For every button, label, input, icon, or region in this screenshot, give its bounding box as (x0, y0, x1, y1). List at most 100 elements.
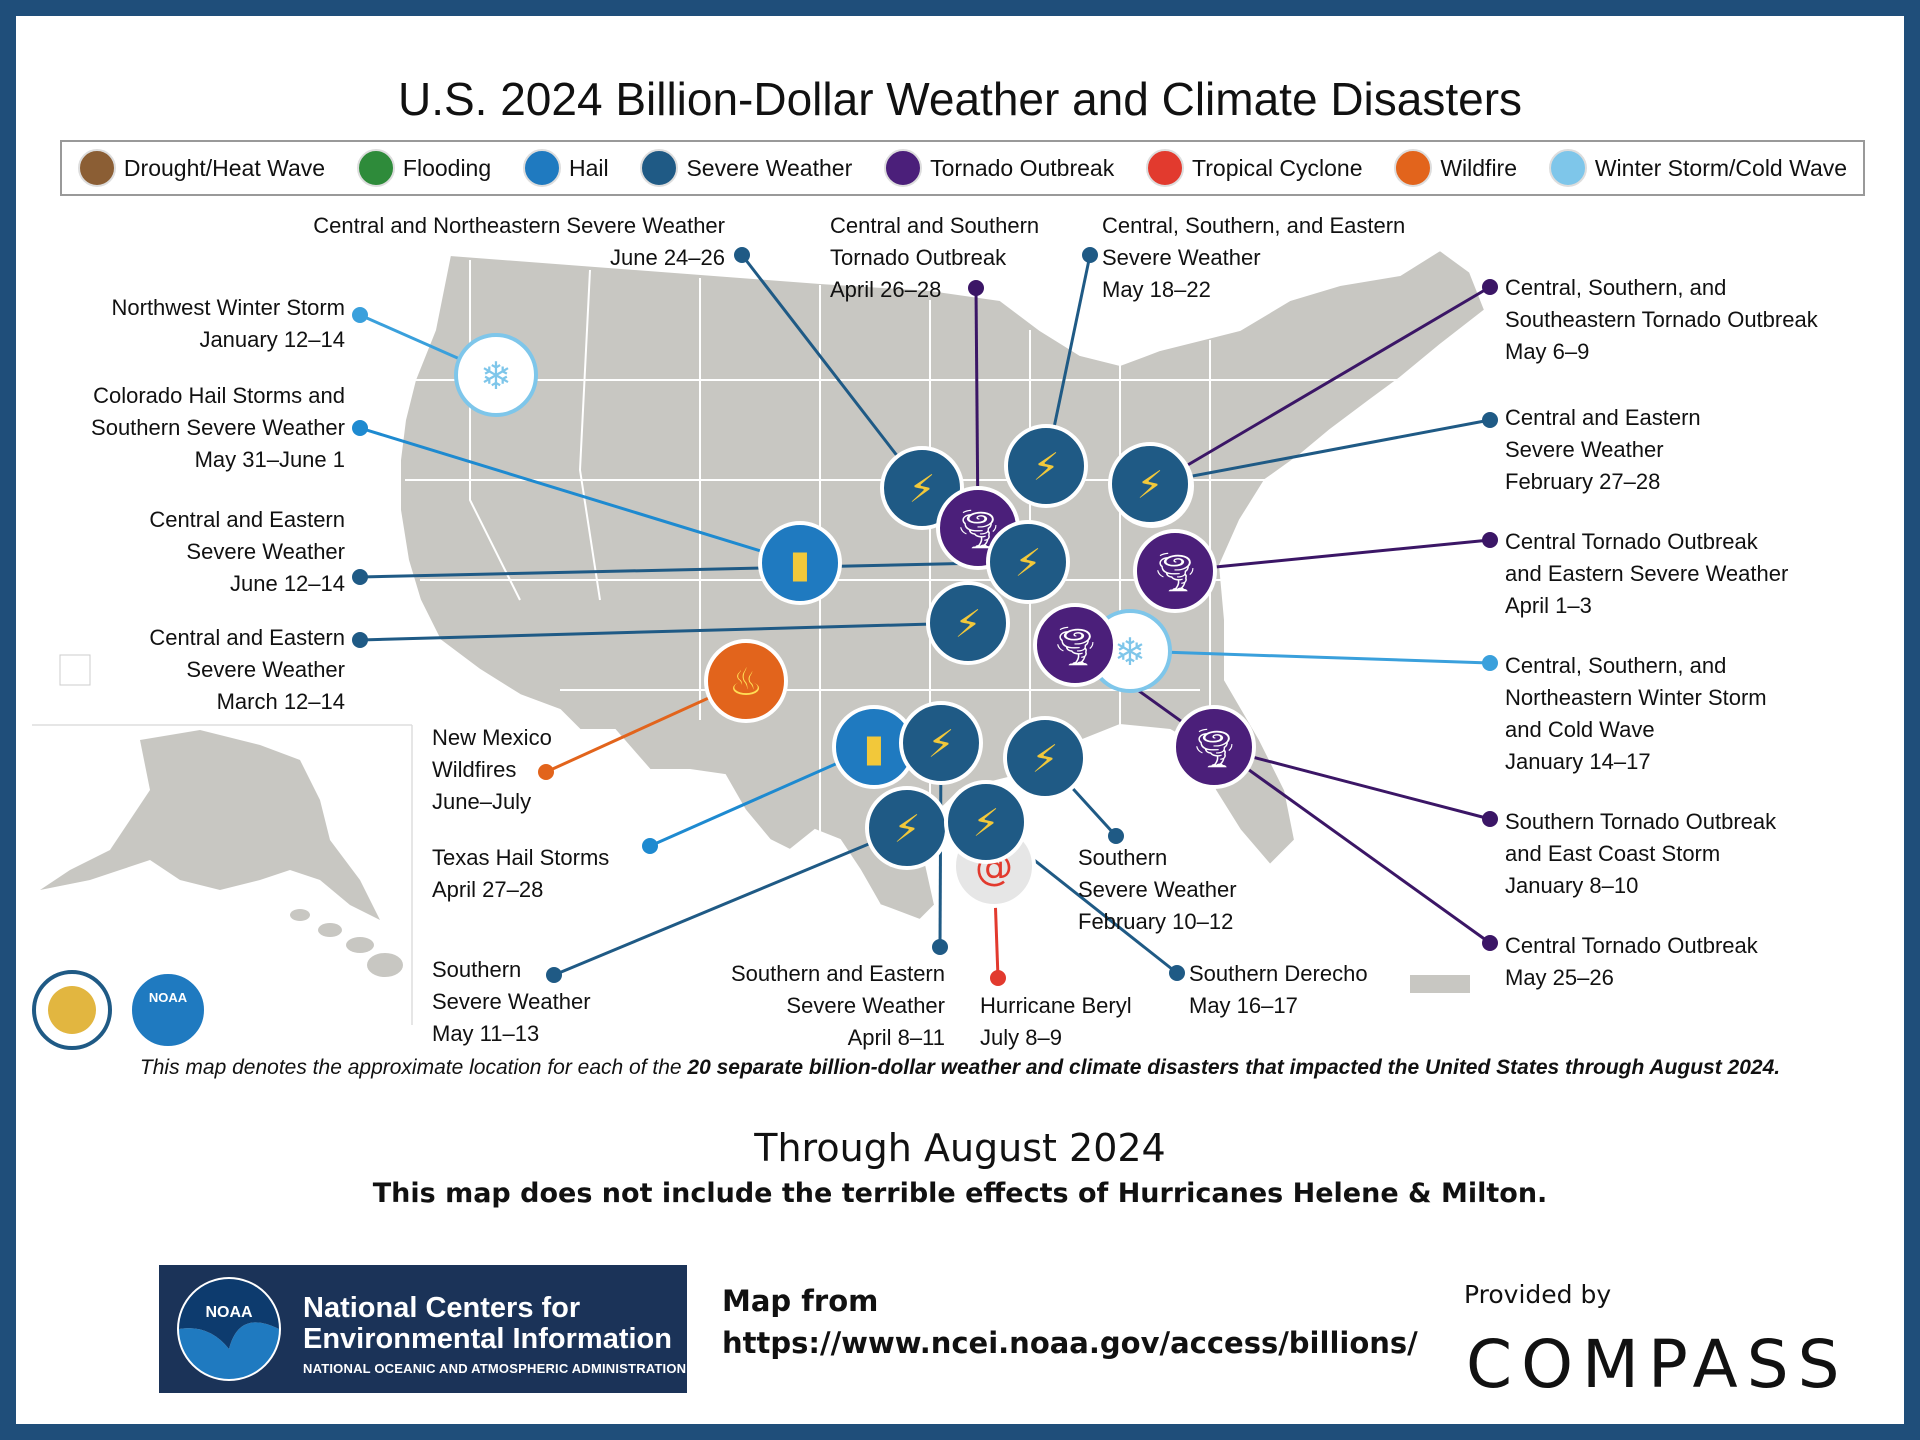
event-icon-glyph: 🌪 (1190, 726, 1238, 770)
map-source-link[interactable]: https://www.ncei.noaa.gov/access/billion… (722, 1326, 1418, 1360)
footnote-prefix: This map denotes the approximate locatio… (139, 1056, 688, 1079)
event-label-line: Southern and Eastern (730, 961, 945, 986)
leader-dot (352, 632, 368, 648)
event-label-line: Central, Southern, and (1505, 275, 1727, 300)
legend-label: Flooding (402, 154, 492, 181)
map-from-label: Map from (722, 1284, 879, 1318)
event-label: Southern Severe Weather February 10–12 (1078, 842, 1237, 938)
severe-weather-icon: ⚡ (1004, 424, 1088, 508)
event-label-line: Central, Southern, and Eastern (1102, 213, 1406, 238)
winter-storm-icon (1548, 149, 1587, 187)
leader-line (1129, 649, 1491, 665)
footnote: This map denotes the approximate locatio… (0, 1056, 1920, 1080)
event-label: Hurricane Beryl July 8–9 (980, 990, 1132, 1054)
event-label-line: January 14–17 (1505, 749, 1651, 774)
leader-dot (352, 420, 368, 436)
hawaii-inset (290, 909, 403, 977)
tornado-icon: 🌪 (1133, 529, 1217, 613)
event-label-line: May 31–June 1 (194, 447, 345, 472)
event-label-line: Central, Southern, and (1505, 653, 1727, 678)
legend-item: Hail (522, 149, 609, 187)
legend-label: Winter Storm/Cold Wave (1594, 154, 1848, 181)
event-icon-glyph: ▮ (790, 542, 811, 586)
legend: Drought/Heat Wave Flooding Hail Severe Weat… (60, 140, 1865, 196)
event-label: Colorado Hail Storms and Southern Severe … (91, 380, 345, 476)
event-label-line: January 8–10 (1505, 873, 1639, 898)
event-label-line: February 27–28 (1505, 469, 1661, 494)
noaa-logo-text: NOAA (205, 1304, 253, 1321)
leader-dot (352, 307, 368, 323)
leader-dot (642, 838, 658, 854)
legend-label: Drought/Heat Wave (123, 154, 326, 181)
event-label-line: June–July (432, 789, 532, 814)
event-icon-glyph: ⚡ (894, 807, 921, 851)
legend-label: Tropical Cyclone (1192, 154, 1363, 181)
severe-weather-icon: ⚡ (1108, 442, 1192, 526)
leader-line (1213, 745, 1491, 821)
event-label-line: May 6–9 (1505, 339, 1590, 364)
event-label-line: May 16–17 (1189, 993, 1298, 1018)
event-label-line: Southeastern Tornado Outbreak (1505, 307, 1818, 332)
legend-item: Tropical Cyclone (1146, 149, 1362, 187)
ncei-title: National Centers for Environmental Infor… (303, 1293, 672, 1355)
leader-dot (932, 939, 948, 955)
event-label: Southern Tornado Outbreak and East Coast … (1505, 806, 1776, 902)
tornado-icon: 🌪 (1172, 705, 1256, 789)
leader-dot (1482, 935, 1498, 951)
event-label-line: Southern (1078, 845, 1168, 870)
event-label: Central and Eastern Severe Weather June 12… (149, 504, 345, 600)
event-label-line: Central and Northeastern Severe Weather (313, 213, 725, 238)
event-label-line: February 10–12 (1078, 909, 1234, 934)
event-label: Central, Southern, and Northeastern Winte… (1505, 650, 1767, 778)
alaska-inset (40, 730, 380, 920)
event-label-line: Central and Eastern (149, 507, 345, 532)
severe-weather-icon: ⚡ (899, 701, 983, 785)
event-label-line: Central Tornado Outbreak (1505, 529, 1758, 554)
event-icon-glyph: ⚡ (909, 467, 936, 511)
wildfire-icon: ♨ (704, 639, 788, 723)
event-label: Central, Southern, and Eastern Severe Wea… (1102, 210, 1405, 306)
event-label: Southern and Eastern Severe Weather April … (731, 958, 945, 1054)
leader-dot (1482, 279, 1498, 295)
event-icon-glyph: ⚡ (1015, 541, 1042, 585)
leader-dot (1482, 811, 1498, 827)
severe-weather-icon: ⚡ (986, 520, 1070, 604)
event-label-line: June 24–26 (610, 245, 725, 270)
ncei-line2: Environmental Information (303, 1323, 672, 1355)
small-inset (59, 654, 91, 686)
event-label-line: Severe Weather (1102, 245, 1261, 270)
event-label-line: Southern Derecho (1189, 961, 1368, 986)
ncei-banner: NOAA National Centers for Environmental … (159, 1265, 687, 1393)
event-label: Central and Eastern Severe Weather Februar… (1505, 402, 1701, 498)
event-label-line: Severe Weather (786, 993, 945, 1018)
hail-icon (522, 149, 561, 187)
leader-line (740, 254, 924, 489)
event-label: Central and Southern Tornado Outbreak Apri… (830, 210, 1039, 306)
event-label-line: Hurricane Beryl (980, 993, 1132, 1018)
commerce-seal-center (48, 986, 96, 1034)
legend-label: Hail (568, 154, 609, 181)
leader-line (359, 621, 969, 642)
tornado-icon (884, 149, 923, 187)
legend-item: Wildfire (1394, 149, 1517, 187)
severe-weather-icon: ⚡ (1003, 716, 1087, 800)
legend-item: Drought/Heat Wave (77, 149, 326, 187)
event-label: Northwest Winter Storm January 12–14 (112, 292, 346, 356)
map-source: Map from https://www.ncei.noaa.gov/acces… (722, 1280, 1418, 1364)
legend-item: Flooding (356, 149, 492, 187)
leader-line (1174, 538, 1491, 573)
event-label: Southern Derecho May 16–17 (1189, 958, 1368, 1022)
event-label-line: April 8–11 (847, 1025, 945, 1050)
leader-line (1149, 418, 1491, 486)
leader-dot (1482, 412, 1498, 428)
leader-dot (734, 247, 750, 263)
tropical-cyclone-icon (1146, 149, 1185, 187)
severe-weather-icon: ⚡ (865, 786, 949, 870)
leader-dot (968, 280, 984, 296)
event-label-line: Severe Weather (186, 539, 345, 564)
leader-dot (1482, 655, 1498, 671)
event-label: Central and Northeastern Severe Weather J… (313, 210, 725, 274)
event-label-line: April 27–28 (432, 877, 544, 902)
hail-icon: ▮ (832, 705, 916, 789)
